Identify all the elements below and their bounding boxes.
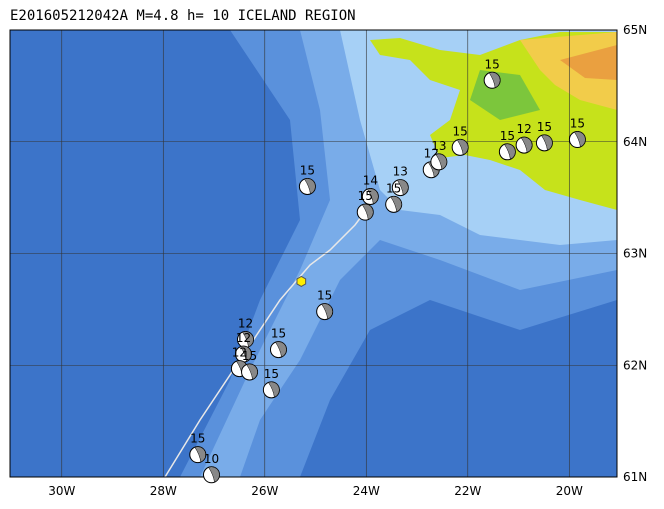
focal-mechanism bbox=[202, 466, 220, 484]
focal-mechanism bbox=[451, 138, 469, 156]
beachball-compression bbox=[574, 131, 586, 148]
focal-mechanism bbox=[568, 131, 586, 149]
depth-label: 10 bbox=[204, 452, 219, 466]
lat-label: 62N bbox=[623, 358, 647, 372]
beachball-compression bbox=[267, 381, 280, 398]
map-title: E201605212042A M=4.8 h= 10 ICELAND REGIO… bbox=[10, 8, 356, 24]
beachball-compression bbox=[390, 196, 402, 213]
beachball-compression bbox=[208, 466, 220, 483]
beachball-compression bbox=[361, 203, 374, 220]
beachball-compression bbox=[194, 446, 207, 463]
focal-mechanism bbox=[241, 363, 259, 381]
beachball-compression bbox=[246, 363, 258, 380]
lat-label: 63N bbox=[623, 247, 647, 261]
focal-mechanism bbox=[262, 381, 280, 399]
depth-label: 15 bbox=[242, 349, 257, 363]
lon-label: 30W bbox=[48, 484, 75, 498]
depth-label: 15 bbox=[500, 129, 515, 143]
focal-mechanism bbox=[234, 345, 252, 363]
depth-label: 13 bbox=[393, 165, 408, 179]
depth-label: 12 bbox=[238, 317, 253, 331]
depth-label: 13 bbox=[431, 139, 446, 153]
depth-label: 14 bbox=[363, 174, 378, 188]
beachball-compression bbox=[435, 153, 448, 170]
depth-label: 15 bbox=[537, 120, 552, 134]
beachball-compression bbox=[275, 341, 287, 358]
beachball-compression bbox=[488, 72, 501, 89]
lon-label: 26W bbox=[251, 484, 278, 498]
depth-label: 15 bbox=[264, 367, 279, 381]
depth-label: 12 bbox=[232, 346, 247, 360]
depth-label: 15 bbox=[485, 57, 500, 71]
lon-label: 24W bbox=[353, 484, 380, 498]
beachball-compression bbox=[321, 303, 333, 320]
depth-label: 15 bbox=[570, 117, 585, 131]
focal-mechanism bbox=[236, 331, 254, 349]
beachball-compression bbox=[242, 331, 254, 348]
depth-label: 15 bbox=[386, 181, 401, 195]
beachball-compression bbox=[456, 139, 469, 156]
focal-mechanism bbox=[298, 177, 316, 195]
focal-mechanism bbox=[391, 179, 409, 197]
depth-label: 12 bbox=[236, 331, 251, 345]
depth-label: 15 bbox=[358, 189, 373, 203]
focal-mechanism bbox=[515, 136, 533, 154]
beachball-compression bbox=[366, 188, 379, 205]
beachball-compression bbox=[304, 178, 316, 195]
depth-label: 15 bbox=[300, 163, 315, 177]
depth-label: 15 bbox=[453, 124, 468, 138]
focal-mechanism bbox=[189, 446, 207, 464]
focal-mechanism bbox=[535, 134, 553, 152]
beachball-compression bbox=[396, 179, 409, 196]
focal-mechanism bbox=[498, 143, 516, 161]
beachball-compression bbox=[503, 143, 516, 160]
focal-mechanism bbox=[269, 341, 287, 359]
epicenter bbox=[296, 275, 307, 288]
depth-label: 15 bbox=[271, 327, 286, 341]
lon-label: 28W bbox=[150, 484, 177, 498]
beachball-compression bbox=[541, 134, 553, 151]
focal-mechanism bbox=[430, 153, 448, 171]
depth-label: 15 bbox=[190, 432, 205, 446]
lon-label: 22W bbox=[454, 484, 481, 498]
lat-label: 65N bbox=[623, 23, 647, 37]
beachball-compression bbox=[240, 345, 252, 362]
depth-label: 15 bbox=[317, 289, 332, 303]
focal-mechanism bbox=[356, 203, 374, 221]
focal-mechanism bbox=[316, 303, 334, 321]
beachball-compression bbox=[520, 136, 533, 153]
focal-mechanism bbox=[385, 195, 403, 213]
depth-label: 12 bbox=[516, 122, 531, 136]
focal-mechanism bbox=[361, 188, 379, 206]
lat-label: 61N bbox=[623, 470, 647, 484]
lat-label: 64N bbox=[623, 135, 647, 149]
lon-label: 20W bbox=[556, 484, 583, 498]
map-frame bbox=[9, 29, 618, 478]
focal-mechanism bbox=[483, 71, 501, 89]
